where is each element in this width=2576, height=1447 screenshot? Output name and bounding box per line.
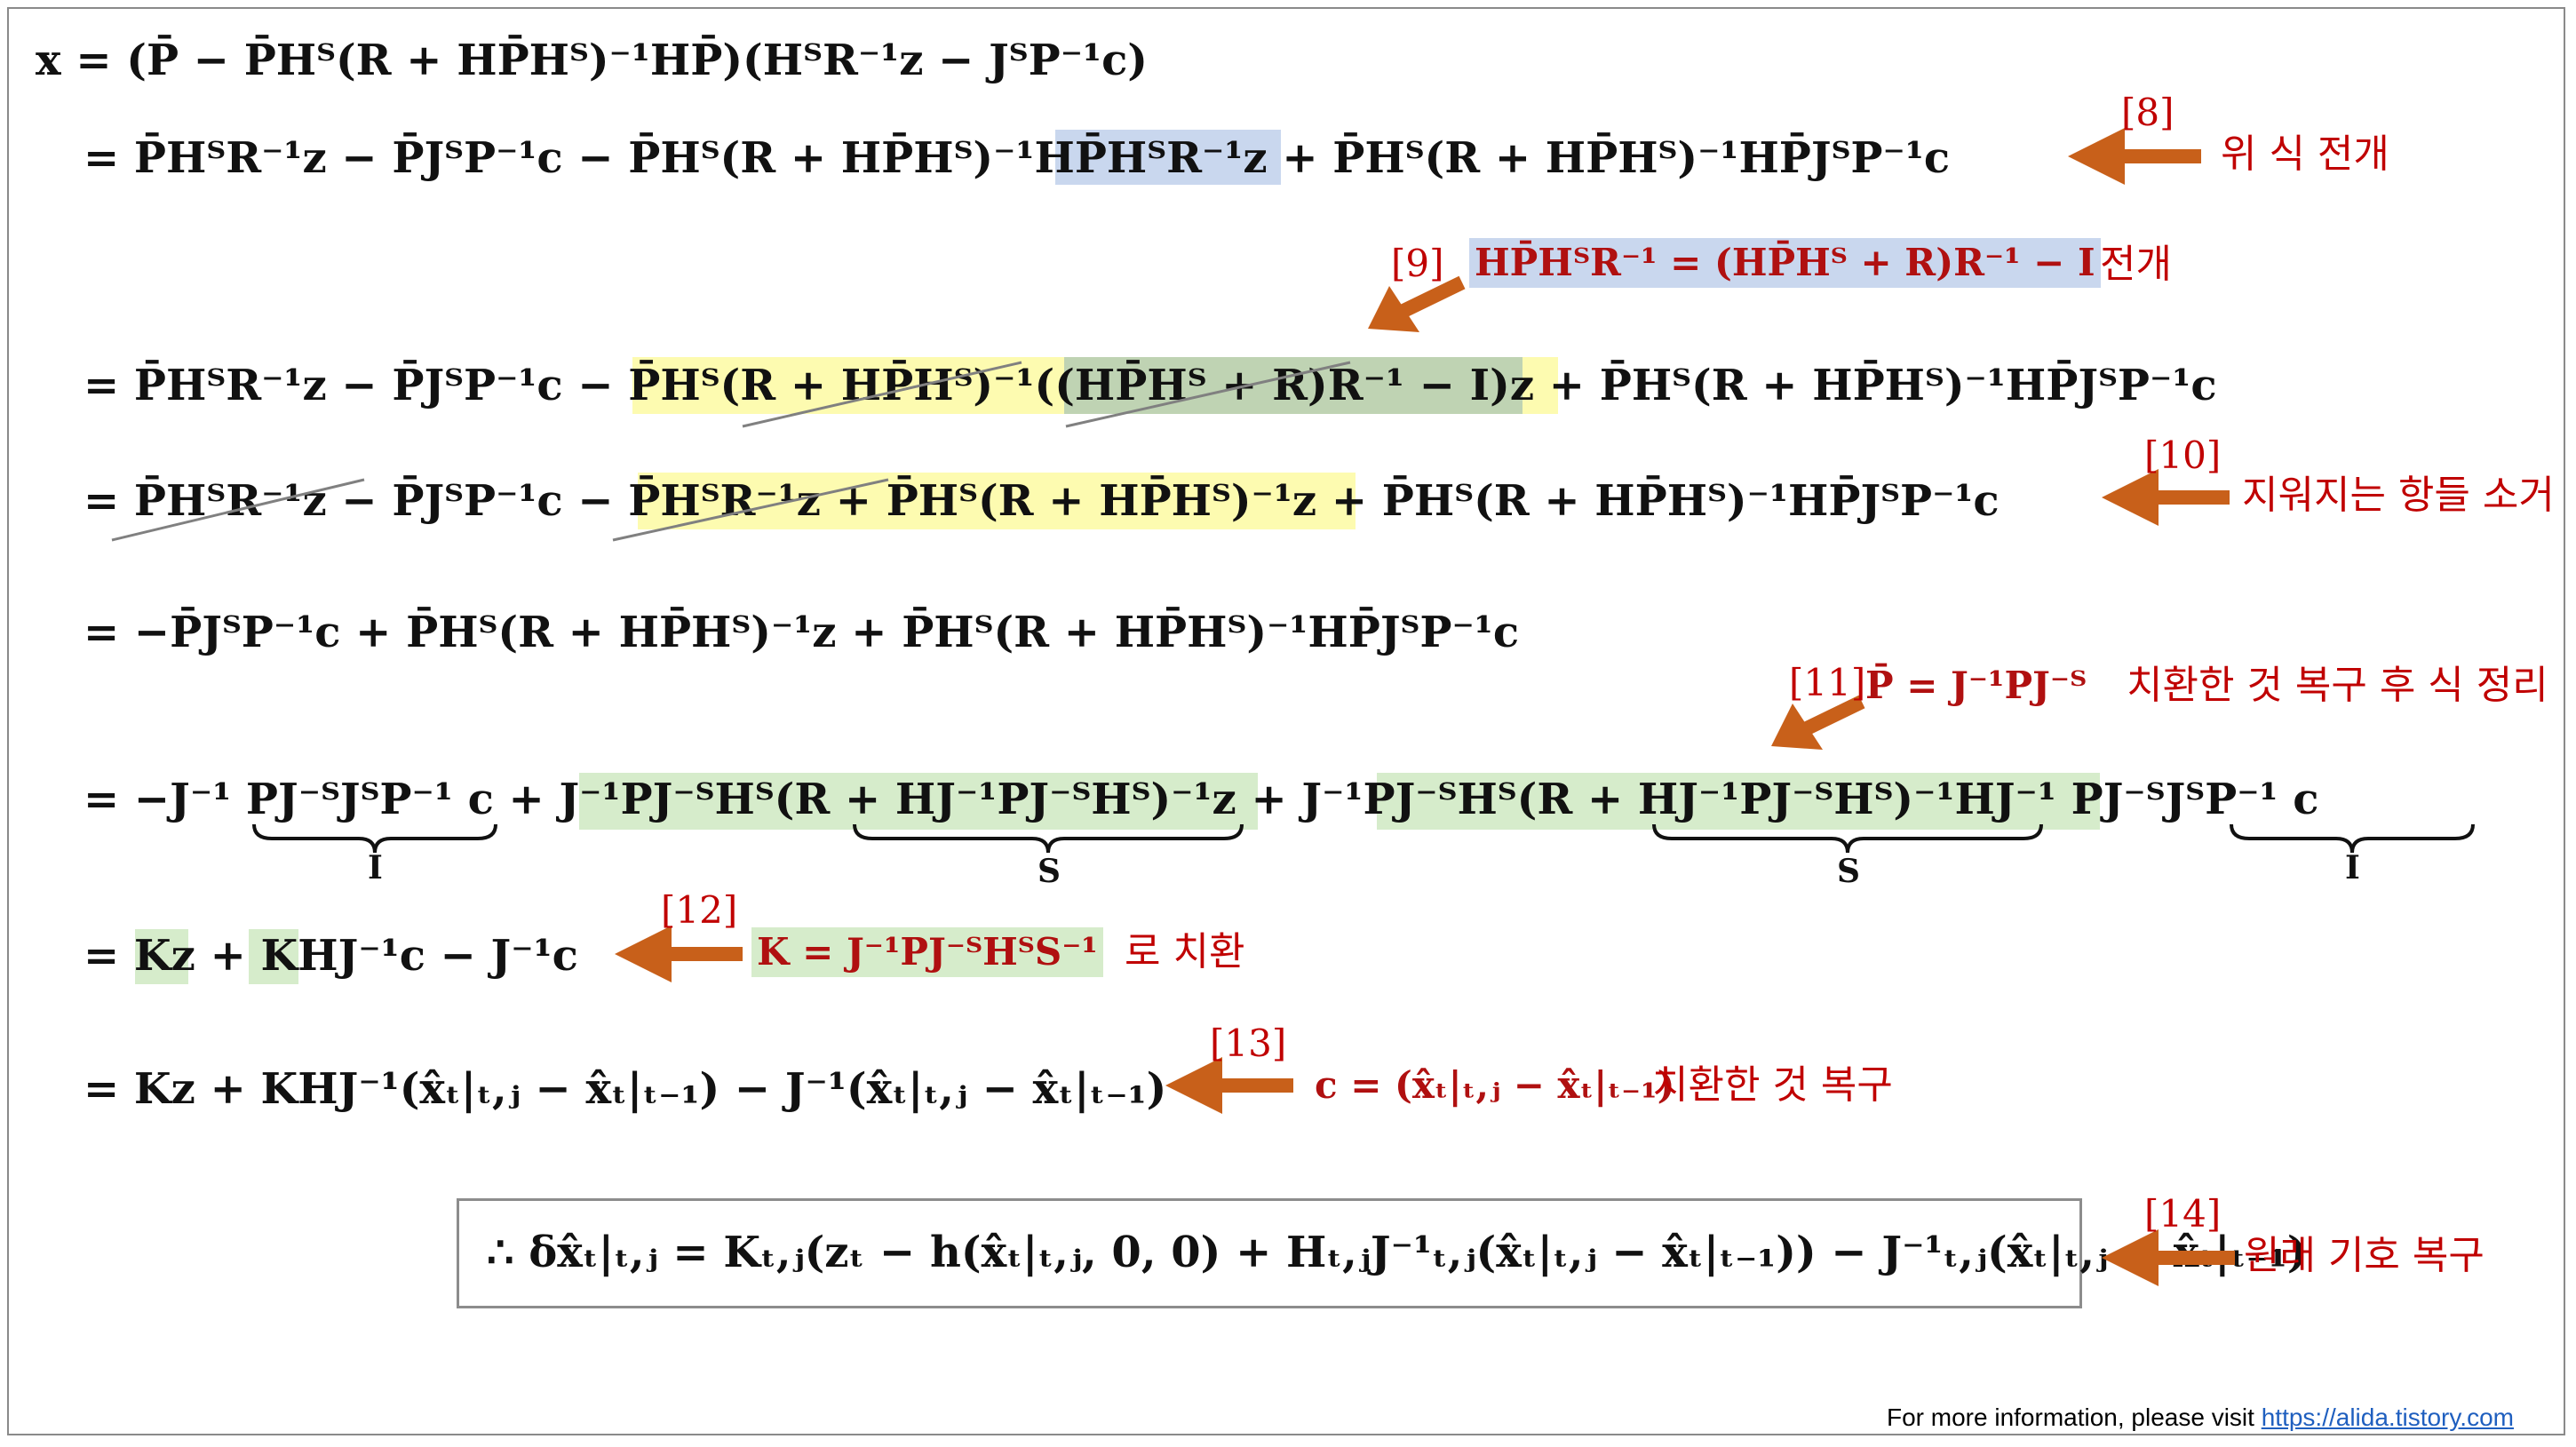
annotation-12-text: 로 치환 [1125, 929, 1245, 974]
highlight-green-line6a [579, 773, 1258, 830]
annotation-9-text: 전개 [2100, 242, 2172, 287]
strike-line-4 [612, 478, 889, 542]
arrow-14-icon [2102, 1229, 2235, 1286]
underbrace-1 [252, 823, 497, 854]
highlight-blue-line2 [1055, 130, 1281, 185]
annotation-11-text: 치환한 것 복구 후 식 정리 [2127, 663, 2548, 708]
ref-12: [12] [661, 888, 738, 932]
annotation-12-formula: K = J⁻¹PJ⁻ᵀHᵀS⁻¹ [751, 927, 1103, 977]
annotation-11-formula: P̄ = J⁻¹PJ⁻ᵀ [1865, 664, 2087, 707]
arrow-8-icon [2068, 128, 2201, 185]
highlight-yellow-line4 [638, 473, 1356, 529]
highlight-green-line6b [1377, 773, 2100, 830]
highlight-darkgreen-line3 [1064, 357, 1523, 414]
arrow-12-icon [615, 926, 743, 982]
ref-10: [10] [2144, 433, 2222, 477]
ref-9: [9] [1391, 242, 1444, 285]
equation-line-3: = P̄HᵀR⁻¹z − P̄JᵀP⁻¹c − P̄Hᵀ(R + HP̄Hᵀ)⁻… [83, 361, 2217, 410]
ref-11: [11] [1789, 661, 1866, 704]
highlight-yellow-z-line3 [1523, 357, 1558, 414]
ref-14: [14] [2144, 1192, 2222, 1236]
strike-line-2 [1065, 361, 1351, 428]
equation-line-1: x = (P̄ − P̄Hᵀ(R + HP̄Hᵀ)⁻¹HP̄)(HᵀR⁻¹z −… [36, 36, 1149, 85]
footer-link[interactable]: https://alida.tistory.com [2261, 1403, 2514, 1431]
arrow-11-icon [1771, 695, 1865, 750]
annotation-14-text: 원래 기호 복구 [2244, 1233, 2485, 1278]
page-frame [7, 7, 2565, 1435]
equation-line-4: = P̄HᵀR⁻¹z − P̄JᵀP⁻¹c − P̄HᵀR⁻¹z + P̄Hᵀ(… [83, 476, 2000, 526]
underbrace-label-3: S [1837, 853, 1860, 890]
arrow-10-icon [2102, 469, 2230, 526]
underbrace-label-4: I [2345, 849, 2360, 886]
result-box [457, 1198, 2082, 1308]
highlight-yellow-line3 [632, 357, 1064, 414]
arrow-9-icon [1368, 275, 1466, 332]
equation-line-8: = Kz + KHJ⁻¹(x̂ₜ|ₜ,ⱼ − x̂ₜ|ₜ₋₁) − J⁻¹(x̂… [83, 1064, 1167, 1114]
footer: For more information, please visit https… [1887, 1403, 2514, 1432]
arrow-13-icon [1165, 1057, 1293, 1114]
underbrace-2 [853, 823, 1244, 854]
underbrace-3 [1652, 823, 2043, 854]
equation-line-5: = −P̄JᵀP⁻¹c + P̄Hᵀ(R + HP̄Hᵀ)⁻¹z + P̄Hᵀ(… [83, 608, 1520, 657]
ref-8: [8] [2121, 91, 2174, 134]
strike-line-3 [111, 478, 365, 542]
equation-line-2: = P̄HᵀR⁻¹z − P̄JᵀP⁻¹c − P̄Hᵀ(R + HP̄Hᵀ)⁻… [83, 133, 1951, 183]
footer-prefix: For more information, please visit [1887, 1403, 2262, 1431]
annotation-8-text: 위 식 전개 [2221, 131, 2389, 177]
annotation-9-formula: HP̄HᵀR⁻¹ = (HP̄Hᵀ + R)R⁻¹ − I [1469, 238, 2101, 288]
underbrace-4 [2230, 823, 2475, 854]
annotation-10-text: 지워지는 항들 소거 [2242, 473, 2555, 518]
strike-line-1 [742, 361, 1022, 428]
highlight-green-K1 [135, 929, 188, 984]
annotation-13-formula: c = (x̂ₜ|ₜ,ⱼ − x̂ₜ|ₜ₋₁) [1315, 1063, 1675, 1107]
highlight-green-K2 [249, 929, 298, 984]
ref-13: [13] [1210, 1022, 1287, 1065]
annotation-13-text: 치환한 것 복구 [1652, 1062, 1893, 1108]
underbrace-label-2: S [1038, 853, 1061, 890]
equation-line-6: = −J⁻¹ PJ⁻ᵀJᵀP⁻¹ c + J⁻¹PJ⁻ᵀHᵀ(R + HJ⁻¹P… [83, 775, 2319, 824]
final-equation: ∴ δx̂ₜ|ₜ,ⱼ = Kₜ,ⱼ(zₜ − h(x̂ₜ|ₜ,ⱼ, 0, 0) … [487, 1228, 2308, 1277]
underbrace-label-1: I [368, 849, 383, 886]
equation-line-7: = Kz + KHJ⁻¹c − J⁻¹c [83, 931, 578, 981]
